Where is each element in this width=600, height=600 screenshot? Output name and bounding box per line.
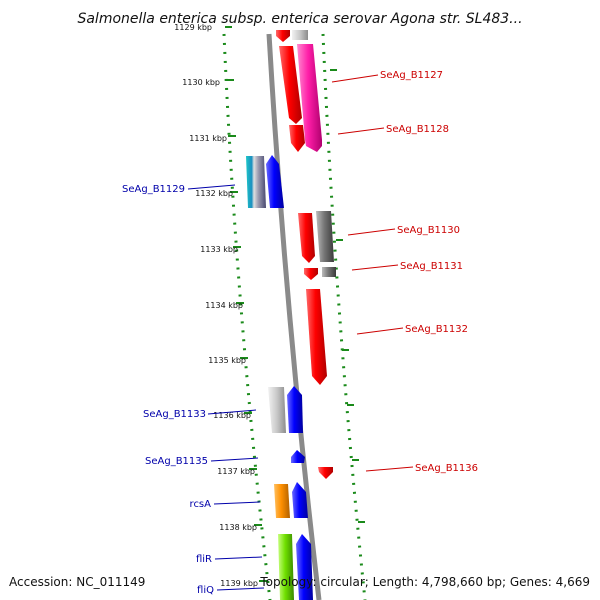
connector-line <box>213 501 261 505</box>
gene-feature[interactable] <box>276 30 290 42</box>
genome-backbone <box>266 33 322 600</box>
connector-line <box>207 409 257 415</box>
gene-feature-b1135[interactable] <box>291 450 305 463</box>
connector-line <box>356 327 404 335</box>
gene-feature-b1132[interactable] <box>306 289 327 385</box>
gene-feature[interactable] <box>304 268 318 280</box>
gene-label-b1133[interactable]: SeAg_B1133 <box>143 409 206 420</box>
gene-feature-b1129[interactable] <box>246 156 266 208</box>
gene-feature-b1128[interactable] <box>289 125 305 152</box>
gene-feature-rcsa[interactable] <box>274 484 290 518</box>
topology-text: Topology: circular; Length: 4,798,660 bp… <box>259 575 590 589</box>
connector-line <box>216 587 265 591</box>
tick-label: 1137 kbp <box>217 467 255 476</box>
connector-line <box>337 127 385 135</box>
accession-text: Accession: NC_011149 <box>9 575 145 589</box>
connector-line <box>351 264 399 271</box>
tick-label: 1129 kbp <box>174 23 212 32</box>
tick-label: 1138 kbp <box>219 523 257 532</box>
gene-feature[interactable] <box>292 482 308 518</box>
connector-line <box>365 466 414 472</box>
reverse-features <box>276 30 336 479</box>
gene-label-fliq[interactable]: fliQ <box>197 585 214 596</box>
reverse-dotted-track <box>321 33 367 600</box>
forward-features <box>246 155 313 600</box>
tick-label: 1134 kbp <box>205 301 243 310</box>
tick-label: 1131 kbp <box>189 134 227 143</box>
gene-feature[interactable] <box>279 46 302 124</box>
gene-label-rcsa[interactable]: rcsA <box>190 499 212 510</box>
gene-label-b1127[interactable]: SeAg_B1127 <box>380 70 443 81</box>
forward-dotted-track <box>222 33 272 600</box>
gene-feature-b1130[interactable] <box>316 211 334 262</box>
tick-label: 1136 kbp <box>213 411 251 420</box>
gene-feature-b1127[interactable] <box>297 44 322 152</box>
gene-label-b1131[interactable]: SeAg_B1131 <box>400 261 463 272</box>
gene-feature[interactable] <box>287 386 303 433</box>
label-connectors <box>187 74 414 591</box>
connector-line <box>187 184 236 190</box>
gene-label-b1132[interactable]: SeAg_B1132 <box>405 324 468 335</box>
gene-feature-b1131[interactable] <box>322 267 336 277</box>
connector-line <box>347 228 396 236</box>
gene-feature-b1133[interactable] <box>268 387 286 433</box>
gene-label-b1136[interactable]: SeAg_B1136 <box>415 463 478 474</box>
gene-feature-flir[interactable] <box>278 534 294 600</box>
reverse-labels: SeAg_B1127 SeAg_B1128 SeAg_B1130 SeAg_B1… <box>380 70 478 474</box>
gene-feature[interactable] <box>292 30 308 40</box>
gene-feature[interactable] <box>298 213 315 263</box>
gene-feature[interactable] <box>266 155 284 208</box>
gene-label-b1130[interactable]: SeAg_B1130 <box>397 225 460 236</box>
gene-label-b1129[interactable]: SeAg_B1129 <box>122 184 185 195</box>
gene-label-flir[interactable]: fliR <box>196 554 212 565</box>
tick-label: 1139 kbp <box>220 579 258 588</box>
connector-line <box>331 74 379 83</box>
tick-label: 1133 kbp <box>200 245 238 254</box>
map-title: Salmonella enterica subsp. enterica sero… <box>77 11 522 27</box>
connector-line <box>210 457 259 462</box>
tick-label: 1132 kbp <box>195 189 233 198</box>
gene-feature-fliq[interactable] <box>296 534 313 600</box>
gene-feature-b1136[interactable] <box>318 467 333 479</box>
tick-label: 1130 kbp <box>182 78 220 87</box>
gene-label-b1135[interactable]: SeAg_B1135 <box>145 456 208 467</box>
forward-labels: SeAg_B1129 SeAg_B1133 SeAg_B1135 rcsA fl… <box>122 184 214 596</box>
gene-label-b1128[interactable]: SeAg_B1128 <box>386 124 449 135</box>
tick-labels: 1129 kbp 1130 kbp 1131 kbp 1132 kbp 1133… <box>174 23 258 588</box>
connector-line <box>214 556 263 560</box>
tick-label: 1135 kbp <box>208 356 246 365</box>
tick-marks <box>225 26 365 582</box>
